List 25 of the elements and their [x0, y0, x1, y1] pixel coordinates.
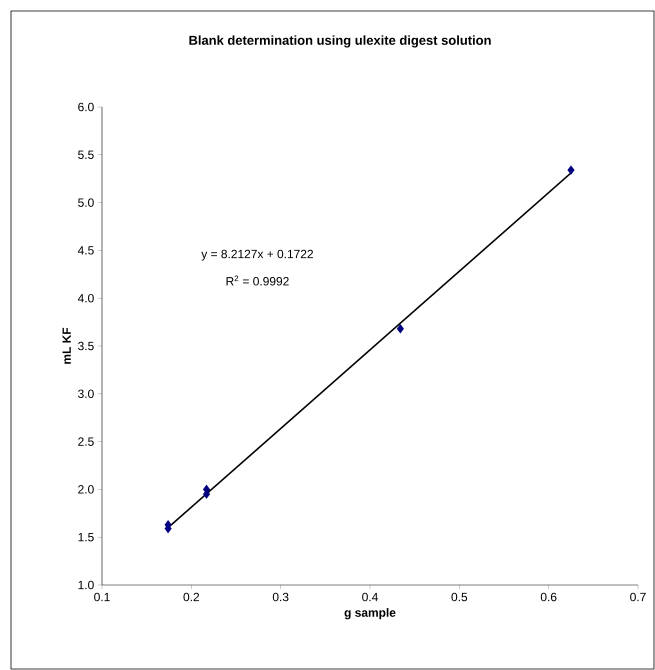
y-tick-label: 1.0 — [78, 580, 94, 590]
x-tick-label: 0.3 — [272, 592, 288, 602]
x-tick-label: 0.2 — [183, 592, 200, 602]
y-tick-label: 5.0 — [78, 198, 94, 207]
point — [396, 324, 404, 334]
y-tick-label: 3.0 — [78, 390, 94, 398]
x-tick-label: 0.1 — [94, 592, 110, 602]
annotation: R$^{2}$ = 0.9992 — [226, 276, 289, 286]
x-tick-label: 0.4 — [362, 592, 378, 602]
chart-title: Blank determination using ulexite digest solution — [189, 35, 491, 48]
y-tick-label: 4.5 — [78, 246, 94, 255]
y-tick-label: 2.0 — [78, 485, 94, 494]
x-tick-label: 0.5 — [451, 592, 468, 602]
y-tick-label: 1.5 — [78, 533, 94, 542]
y-tick-label: 2.5 — [78, 437, 94, 446]
x-tick-label: 0.7 — [630, 592, 646, 602]
annotation: y = 8.2127x + 0.1722 — [201, 250, 313, 261]
x-axis-title: g sample — [344, 608, 396, 620]
y-tick-label: 6.0 — [78, 102, 94, 112]
point — [567, 165, 575, 175]
y-axis-title: mL KF — [62, 328, 71, 364]
y-tick-label: 3.5 — [78, 342, 94, 350]
x-tick-label: 0.6 — [540, 592, 556, 602]
y-tick-label: 4.0 — [78, 294, 94, 302]
y-tick-label: 5.5 — [78, 150, 94, 159]
